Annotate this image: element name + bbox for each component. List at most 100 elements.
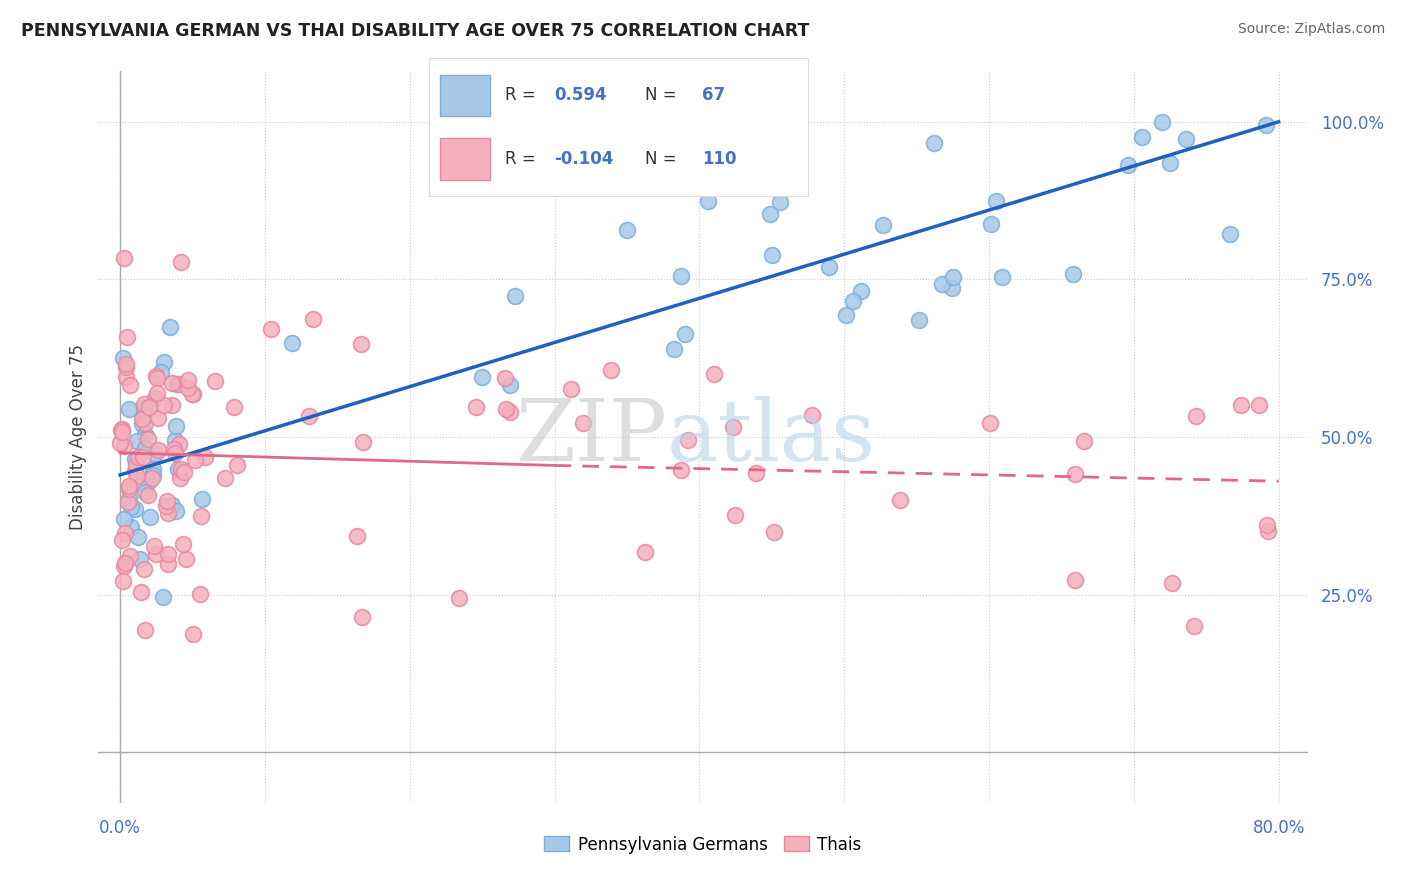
Point [163, 442, 186, 456]
Point [112, 439, 135, 453]
Point [129, 585, 152, 599]
Point [143, 392, 166, 406]
Point [146, 371, 169, 385]
Point [150, 365, 173, 379]
Point [177, 381, 200, 395]
Point [120, 519, 142, 533]
Point [941, 280, 963, 294]
Point [204, 374, 226, 388]
Point [160, 398, 183, 412]
Text: R =: R = [505, 87, 536, 104]
Text: R =: R = [505, 150, 536, 168]
Text: Source: ZipAtlas.com: Source: ZipAtlas.com [1237, 22, 1385, 37]
Text: N =: N = [645, 87, 676, 104]
Point [153, 355, 176, 369]
Point [889, 493, 911, 508]
Text: 110: 110 [702, 150, 737, 168]
Point [298, 409, 321, 423]
Point [156, 558, 179, 572]
Point [183, 387, 205, 401]
Point [131, 417, 153, 432]
Point [181, 627, 204, 641]
Point [931, 277, 953, 291]
Point [124, 502, 146, 516]
Point [110, 436, 132, 450]
Point [112, 574, 135, 588]
Point [676, 434, 699, 448]
Point [872, 218, 894, 232]
Point [111, 533, 134, 547]
Point [176, 373, 198, 387]
Point [142, 467, 165, 482]
Point [118, 479, 141, 493]
Point [162, 376, 184, 391]
Point [132, 450, 155, 465]
Text: ZIP: ZIP [515, 395, 666, 479]
Point [131, 411, 153, 425]
Point [1185, 409, 1208, 424]
Point [118, 549, 141, 563]
Point [118, 483, 141, 497]
Point [166, 377, 188, 392]
Point [134, 416, 156, 430]
Point [669, 463, 692, 477]
Point [112, 251, 135, 265]
Point [499, 378, 522, 392]
Point [225, 458, 247, 472]
Point [110, 423, 132, 437]
Point [224, 400, 246, 414]
Point [174, 552, 197, 566]
Point [922, 136, 945, 150]
Point [143, 539, 166, 553]
Point [136, 488, 159, 502]
Point [124, 464, 146, 478]
Point [1161, 576, 1184, 591]
Point [173, 465, 195, 479]
Point [350, 610, 373, 624]
Text: N =: N = [645, 150, 676, 168]
Point [984, 194, 1007, 209]
FancyBboxPatch shape [440, 75, 489, 116]
Point [156, 493, 179, 508]
Point [120, 500, 142, 514]
Point [1219, 227, 1241, 242]
Point [110, 425, 132, 439]
Point [134, 401, 156, 416]
Legend: Pennsylvania Germans, Thais: Pennsylvania Germans, Thais [537, 829, 869, 860]
Point [134, 484, 156, 499]
Point [1256, 518, 1278, 533]
Point [759, 207, 782, 221]
Point [145, 368, 167, 383]
Text: 67: 67 [702, 87, 725, 104]
Point [165, 433, 187, 447]
Point [1254, 118, 1277, 132]
Point [134, 623, 156, 637]
Point [184, 453, 207, 467]
Point [1247, 398, 1270, 412]
Point [761, 248, 783, 262]
Point [1062, 267, 1084, 281]
Point [703, 367, 725, 381]
Point [134, 427, 156, 442]
Point [134, 397, 156, 411]
Point [281, 335, 304, 350]
Point [111, 351, 134, 365]
Point [165, 504, 187, 518]
Point [1130, 129, 1153, 144]
Point [721, 419, 744, 434]
Point [112, 512, 135, 526]
Point [1116, 158, 1139, 172]
Point [165, 418, 187, 433]
Point [1182, 619, 1205, 633]
Point [979, 416, 1001, 430]
Point [800, 409, 823, 423]
Point [152, 590, 174, 604]
Point [112, 559, 135, 574]
Point [350, 337, 373, 351]
Point [465, 400, 488, 414]
Point [835, 308, 858, 322]
Point [188, 587, 211, 601]
Point [157, 547, 180, 561]
Point [142, 462, 165, 476]
Point [145, 548, 167, 562]
